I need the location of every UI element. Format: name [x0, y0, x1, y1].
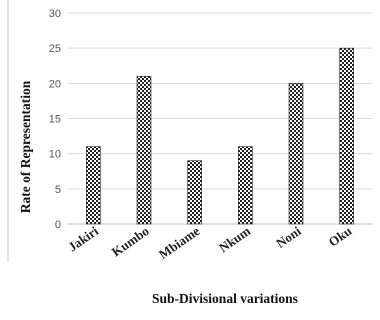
- bar-nkum: [238, 146, 253, 225]
- bar-jakiri: [86, 146, 101, 225]
- x-tick-label: Jakiri: [65, 223, 101, 255]
- gridlines: [68, 12, 372, 225]
- y-axis-title: Rate of Representation: [18, 80, 33, 213]
- x-tick-labels: Jakiri Kumbo Mbiame Nkum Noni Oku: [65, 223, 354, 262]
- y-tick-label: 30: [49, 8, 61, 20]
- x-tick-label: Noni: [273, 223, 304, 251]
- bar-oku: [339, 47, 354, 225]
- bar-noni: [288, 83, 304, 225]
- y-tick-labels: 0 5 10 15 20 25 30: [49, 8, 61, 231]
- y-tick-label: 20: [49, 78, 61, 90]
- y-tick-label: 25: [49, 43, 61, 55]
- x-tick-label: Kumbo: [109, 223, 152, 259]
- bar-kumbo: [136, 76, 152, 225]
- y-tick-label: 5: [55, 184, 61, 196]
- x-tick-label: Oku: [326, 223, 355, 249]
- x-tick-label: Nkum: [216, 223, 253, 255]
- bar-mbiame: [187, 160, 202, 225]
- y-tick-label: 0: [55, 219, 61, 231]
- y-tick-label: 10: [49, 149, 61, 161]
- x-axis-title: Sub-Divisional variations: [152, 291, 298, 306]
- y-tick-label: 15: [49, 114, 61, 126]
- x-tick-label: Mbiame: [156, 223, 203, 262]
- bars: [86, 47, 354, 225]
